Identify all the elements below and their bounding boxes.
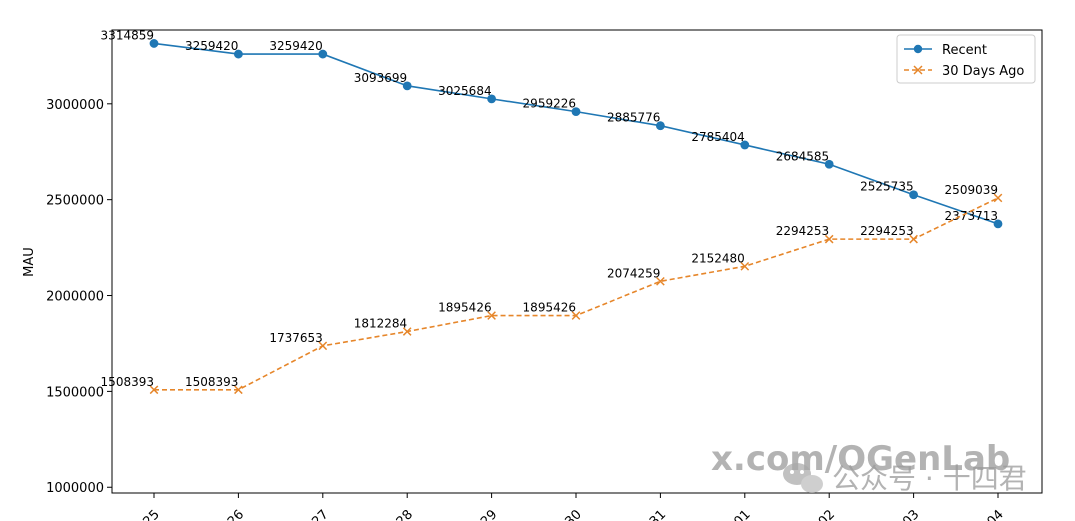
- data-label-30-days-ago: 1508393: [101, 375, 154, 389]
- y-tick-label: 3000000: [46, 98, 104, 113]
- legend-entry-recent: Recent: [904, 43, 987, 58]
- y-tick-label: 2000000: [46, 290, 104, 305]
- data-label-30-days-ago: 2074259: [607, 266, 660, 280]
- data-label-recent: 2373713: [945, 209, 998, 223]
- data-point-30-days-ago: [656, 276, 665, 286]
- data-point-30-days-ago: [234, 385, 243, 395]
- data-label-30-days-ago: 2509039: [945, 183, 998, 197]
- watermark: x.com/OGenLab 公众号 · 十四君: [711, 439, 1027, 495]
- x-tick-label: 29: [478, 507, 500, 521]
- x-tick-label: 26: [225, 507, 247, 521]
- y-tick-label: 1000000: [46, 481, 104, 496]
- y-tick-label: 2500000: [46, 194, 104, 209]
- data-label-recent: 3259420: [269, 39, 322, 53]
- data-label-recent: 3259420: [185, 39, 238, 53]
- watermark-url: x.com/OGenLab: [711, 439, 1010, 479]
- y-axis-title: MAU: [22, 247, 37, 277]
- y-tick-label: 1500000: [46, 385, 104, 400]
- data-label-30-days-ago: 1737653: [269, 331, 322, 345]
- data-point-30-days-ago: [487, 311, 496, 320]
- x-tick-label: 31: [647, 507, 669, 521]
- data-label-recent: 3314859: [101, 28, 154, 42]
- data-point-recent: [149, 39, 159, 48]
- data-label-30-days-ago: 2294253: [776, 224, 829, 238]
- data-label-recent: 2885776: [607, 111, 660, 125]
- wechat-icon: [783, 463, 823, 493]
- x-tick-label: 28: [394, 507, 416, 521]
- series-line-recent: [153, 42, 999, 225]
- x-tick-label: 27: [309, 507, 331, 521]
- data-label-30-days-ago: 1508393: [185, 375, 238, 389]
- data-label-30-days-ago: 1895426: [523, 301, 576, 315]
- data-point-recent: [656, 121, 665, 131]
- data-label-recent: 2959226: [523, 97, 576, 111]
- data-point-recent: [993, 219, 1003, 229]
- plot-area: 1000000 1500000 2000000 2500000 3000000 25 26 2…: [46, 28, 1043, 521]
- data-label-recent: 2785404: [691, 130, 744, 144]
- data-point-30-days-ago: [824, 234, 834, 244]
- data-label-recent: 2684585: [776, 149, 829, 163]
- data-point-recent: [234, 49, 243, 59]
- data-label-recent: 3093699: [354, 71, 407, 85]
- x-tick-label: 04: [985, 507, 1007, 521]
- x-tick-label: 25: [141, 507, 163, 521]
- data-point-recent: [824, 159, 834, 169]
- data-point-recent: [740, 140, 750, 150]
- x-tick-label: 30: [563, 507, 585, 521]
- data-label-recent: 3025684: [438, 84, 491, 98]
- data-point-recent: [318, 49, 328, 59]
- data-label-30-days-ago: 1895426: [438, 301, 491, 315]
- legend: Recent 30 Days Ago: [896, 34, 1036, 84]
- legend-label-recent: Recent: [942, 43, 987, 58]
- data-label-30-days-ago: 1812284: [354, 317, 407, 331]
- data-point-30-days-ago: [318, 341, 328, 351]
- legend-label-30-days-ago: 30 Days Ago: [942, 64, 1024, 79]
- data-label-30-days-ago: 2152480: [691, 251, 744, 265]
- legend-marker-recent: [913, 44, 923, 54]
- data-point-30-days-ago: [402, 327, 412, 336]
- data-point-30-days-ago: [571, 311, 581, 320]
- legend-marker-30-days-ago: [913, 65, 923, 75]
- data-point-recent: [571, 107, 581, 117]
- data-label-recent: 2525735: [860, 180, 913, 194]
- legend-entry-30-days-ago: 30 Days Ago: [904, 64, 1024, 79]
- x-tick-label: 01: [731, 507, 753, 521]
- x-tick-label: 02: [816, 507, 838, 521]
- x-tick-label: 03: [900, 507, 922, 521]
- axes-frame: [111, 29, 1043, 494]
- data-point-30-days-ago: [909, 234, 918, 244]
- data-point-recent: [402, 81, 412, 91]
- data-point-recent: [487, 94, 496, 104]
- watermark-account: 公众号 · 十四君: [832, 462, 1027, 495]
- legend-frame: [896, 34, 1036, 84]
- data-point-30-days-ago: [993, 193, 1003, 203]
- data-label-30-days-ago: 2294253: [860, 224, 913, 238]
- data-point-30-days-ago: [149, 385, 159, 395]
- data-point-recent: [909, 190, 918, 200]
- data-point-30-days-ago: [740, 261, 750, 271]
